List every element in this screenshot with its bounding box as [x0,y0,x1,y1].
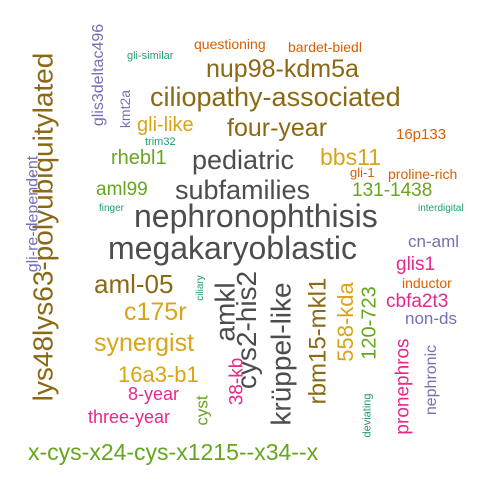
word-finger: finger [99,203,125,214]
word-120-723: 120-723 [358,286,381,360]
word-nephronic: nephronic [423,344,441,416]
word-131-1438: 131-1438 [352,180,433,201]
word-rbm15-mkl1: rbm15-mkl1 [304,277,332,405]
word-megakaryoblastic: megakaryoblastic [108,230,357,266]
word-non-ds: non-ds [405,309,457,328]
word-c175r: c175r [124,298,187,326]
word-ciliary: ciliary [194,275,206,301]
word-cyst: cyst [192,395,212,426]
word-aml-05: aml-05 [94,269,174,299]
word-8-year: 8-year [128,384,180,404]
word-kmt2a: kmt2a [117,89,134,129]
word-aml99: aml99 [96,179,148,200]
word-interdigital: interdigital [418,203,464,214]
word-nephronophthisis: nephronophthisis [134,198,378,234]
word-gli-1: gli-1 [350,165,375,180]
word-bardet-biedl: bardet-biedl [288,39,362,55]
word-pronephros: pronephros [392,338,414,435]
word-subfamilies: subfamilies [175,175,311,205]
word-questioning: questioning [194,36,266,52]
word-cbfa2t3: cbfa2t3 [386,291,449,312]
word-pediatric: pediatric [192,145,295,175]
word-four-year: four-year [227,114,328,142]
word-16p133: 16p133 [396,126,447,143]
word-gli-similar: gli-similar [127,50,174,62]
word-glis3deltac496: glis3deltac496 [90,23,108,127]
word-synergist: synergist [94,329,195,357]
word-rhebl1: rhebl1 [111,147,167,169]
word-proline-rich: proline-rich [388,166,458,182]
word-deviating: deviating [361,393,374,438]
word-16a3-b1: 16a3-b1 [118,362,199,387]
word-ciliopathy-associated: ciliopathy-associated [150,82,401,112]
word-trim32: trim32 [145,136,176,148]
word-glis1: glis1 [396,254,436,275]
word-558-kda: 558-kda [332,282,358,362]
word-amkl: amkl [209,282,241,342]
word-gli-re-dependent: gli-re-dependent [24,155,42,273]
word-gli-like: gli-like [137,114,194,136]
word-x-cys-x24-cys-x1215--x34--x: x-cys-x24-cys-x1215--x34--x [28,439,319,465]
word-bbs11: bbs11 [320,144,381,170]
word-inductor: inductor [402,275,452,291]
word-38-kb: 38-kb [226,357,248,406]
word-cn-aml: cn-aml [408,232,460,251]
word-kruppel-like: krüppel-like [265,282,297,426]
word-three-year: three-year [88,407,171,427]
word-nup98-kdm5a: nup98-kdm5a [206,55,359,83]
